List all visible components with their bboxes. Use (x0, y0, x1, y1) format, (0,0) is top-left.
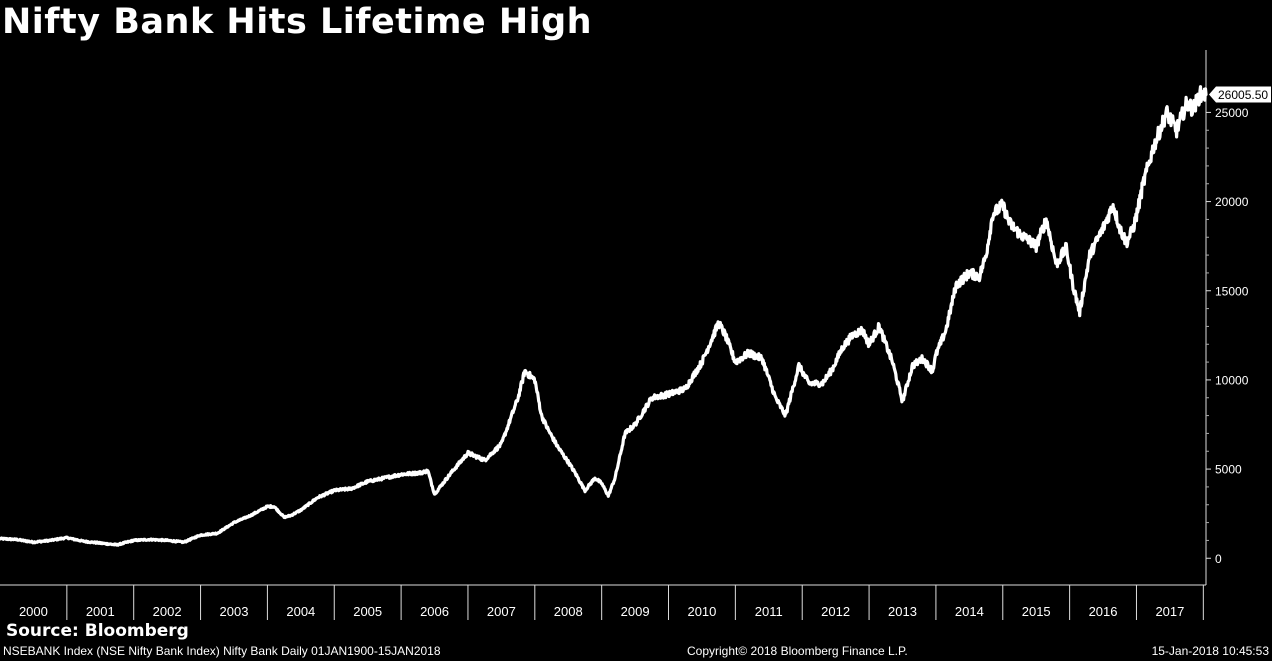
x-axis: 2000 2001 2002 2003 2004 2005 2006 2007 2008 2009… (19, 585, 1204, 620)
x-tick-label: 2002 (153, 604, 182, 619)
y-tick-label: 0 (1215, 552, 1222, 566)
series-layer (0, 85, 1208, 547)
y-tick-label: 10000 (1215, 373, 1249, 387)
x-tick-label: 2009 (621, 604, 650, 619)
chart-source: Source: Bloomberg (6, 621, 189, 641)
y-tick-label: 20000 (1215, 195, 1249, 209)
x-tick-label: 2000 (19, 604, 48, 619)
y-tick-label: 15000 (1215, 284, 1249, 298)
last-value-box (1209, 86, 1271, 103)
x-tick-label: 2005 (353, 604, 382, 619)
x-tick-label: 2017 (1155, 604, 1184, 619)
chart-axes (0, 50, 1207, 586)
y-tick-label: 5000 (1215, 463, 1242, 477)
x-tick-label: 2001 (86, 604, 115, 619)
x-tick-label: 2004 (286, 604, 315, 619)
x-tick-label: 2013 (888, 604, 917, 619)
x-tick-label: 2006 (420, 604, 449, 619)
x-tick-label: 2010 (687, 604, 716, 619)
last-value-text: 26005.50 (1218, 88, 1268, 102)
y-tick-label: 25000 (1215, 106, 1249, 120)
x-tick-label: 2012 (821, 604, 850, 619)
footer-ticker-info: NSEBANK Index (NSE Nifty Bank Index) Nif… (3, 644, 441, 658)
y-axis: 0 5000 10000 15000 20000 25000 (1206, 106, 1249, 566)
footer-copyright: Copyright© 2018 Bloomberg Finance L.P. (687, 644, 908, 658)
last-value-label: 26005.50 (1209, 86, 1271, 103)
x-tick-label: 2015 (1022, 604, 1051, 619)
x-tick-label: 2003 (220, 604, 249, 619)
x-tick-label: 2008 (554, 604, 583, 619)
x-tick-label: 2016 (1089, 604, 1118, 619)
series-line (0, 85, 1208, 547)
x-tick-label: 2007 (487, 604, 516, 619)
x-tick-label: 2014 (955, 604, 984, 619)
footer-timestamp: 15-Jan-2018 10:45:53 (1151, 644, 1269, 658)
chart-title: Nifty Bank Hits Lifetime High (2, 2, 593, 42)
x-tick-label: 2011 (755, 604, 783, 619)
